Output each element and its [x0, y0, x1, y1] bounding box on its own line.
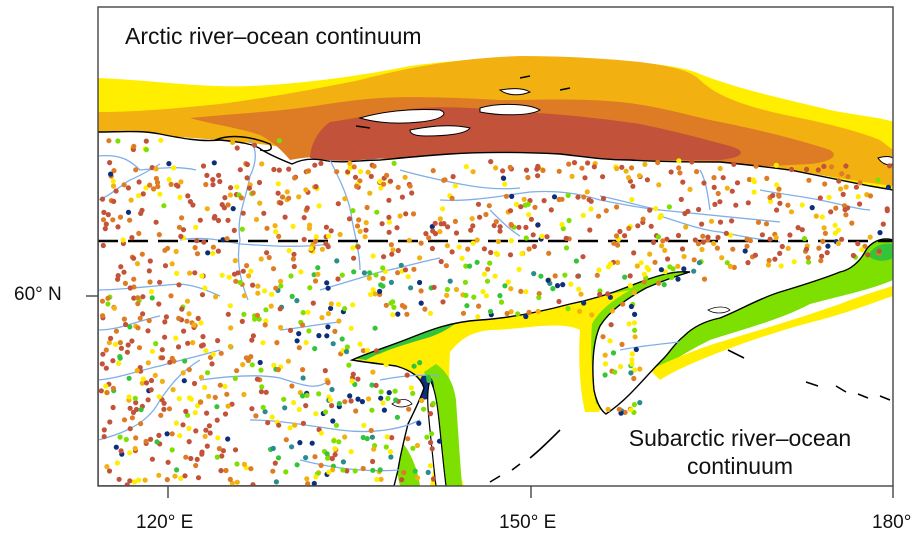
subarctic-continuum-label: Subarctic river–ocean continuum [595, 424, 885, 480]
arctic-continuum-label: Arctic river–ocean continuum [125, 23, 422, 49]
landmass [98, 75, 893, 486]
y-axis-label-60n: 60° N [14, 284, 62, 305]
map-frame [97, 6, 894, 487]
river-sample-points [98, 137, 893, 486]
subarctic-label-line1: Subarctic river–ocean [628, 425, 852, 451]
x-axis-label-180: 180° [872, 512, 912, 533]
x-axis-label-150e: 150° E [499, 512, 557, 533]
subarctic-label-line2: continuum [686, 453, 794, 479]
x-axis-label-120e: 120° E [136, 512, 194, 533]
